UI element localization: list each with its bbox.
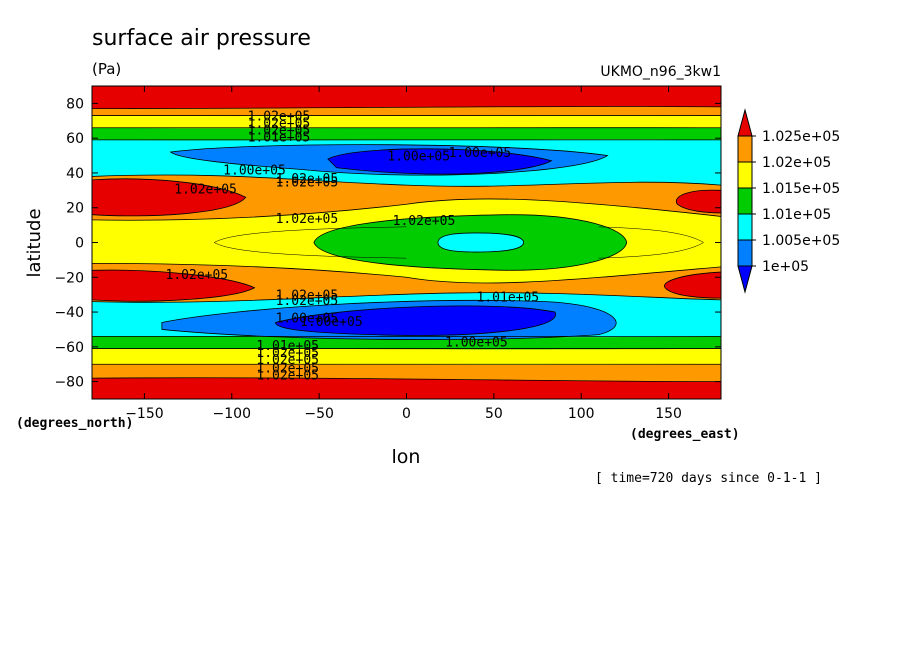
x-tick-label: −150 bbox=[125, 406, 163, 422]
contour-label: 1.02e+05 bbox=[256, 346, 319, 361]
y-tick-label: 60 bbox=[66, 131, 84, 147]
colorbar-label: 1.02e+05 bbox=[762, 155, 831, 171]
x-tick-label: 50 bbox=[485, 406, 503, 422]
x-tick-label: 0 bbox=[402, 406, 411, 422]
colorbar-segment bbox=[737, 161, 753, 189]
contour-line bbox=[598, 242, 704, 259]
contour-line bbox=[313, 214, 628, 271]
contour-label: 1.02e+05 bbox=[276, 294, 339, 309]
contour-label: 1.02e+05 bbox=[248, 117, 311, 132]
colorbar-label: 1e+05 bbox=[762, 259, 809, 275]
band-equatorial-cyan bbox=[437, 232, 524, 253]
band-south-high bbox=[92, 377, 721, 399]
colorbar-segment bbox=[737, 135, 753, 163]
y-tick-label: 80 bbox=[66, 96, 84, 112]
band-high-northeast bbox=[676, 190, 721, 213]
contour-line bbox=[92, 377, 721, 383]
band-north-high bbox=[92, 86, 721, 109]
contour-line bbox=[92, 292, 721, 303]
contour-label: 1.00e+05 bbox=[276, 311, 339, 326]
band-north-yellow bbox=[92, 115, 721, 129]
contour-label: 1.00e+05 bbox=[445, 336, 508, 351]
x-units-label: (degrees_east) bbox=[630, 427, 740, 442]
band-south-yellow bbox=[92, 348, 721, 365]
contour-label: 1.02e+05 bbox=[248, 123, 311, 138]
contour-line bbox=[92, 105, 721, 110]
plot-area bbox=[92, 86, 721, 399]
y-tick-label: 40 bbox=[66, 166, 84, 182]
band-north-low bbox=[327, 148, 552, 175]
contour-label: 1.02e+05 bbox=[174, 183, 237, 198]
contour-line bbox=[664, 271, 721, 299]
contour-label: 1.02e+05 bbox=[276, 212, 339, 227]
band-high-northwest bbox=[92, 178, 246, 216]
colorbar-top-triangle bbox=[737, 108, 753, 137]
contour-label: 1.01e+05 bbox=[256, 339, 319, 354]
y-tick-label: −60 bbox=[54, 340, 84, 356]
colorbar-segment bbox=[737, 187, 753, 215]
contour-label: 1.01e+05 bbox=[248, 130, 311, 145]
contour-line bbox=[675, 189, 721, 214]
contour-label: 1.02e+05 bbox=[276, 176, 339, 191]
contour-label: 1.00e+05 bbox=[300, 315, 363, 330]
contour-line bbox=[92, 198, 721, 221]
contour-line bbox=[214, 242, 407, 259]
colorbar: 1.025e+05 1.02e+05 1.015e+05 1.01e+05 1.005e… bbox=[737, 108, 840, 294]
contour-line bbox=[275, 305, 556, 336]
chart-title: surface air pressure bbox=[92, 26, 311, 51]
contour-label: 1.02e+05 bbox=[256, 369, 319, 384]
y-tick-label: 20 bbox=[66, 201, 84, 217]
contour-line bbox=[92, 114, 721, 117]
y-units-label: (degrees_north) bbox=[16, 416, 133, 431]
contour-label: 1.00e+05 bbox=[387, 150, 450, 165]
contour-label: 1.02e+05 bbox=[256, 362, 319, 377]
contour-label: 1.00e+05 bbox=[449, 146, 512, 161]
dataset-label: UKMO_n96_3kw1 bbox=[600, 64, 721, 80]
colorbar-label: 1.01e+05 bbox=[762, 207, 831, 223]
contour-line bbox=[214, 226, 407, 243]
contour-line bbox=[92, 139, 721, 141]
contour-line bbox=[92, 269, 256, 302]
band-south-green bbox=[92, 336, 721, 350]
colorbar-segment bbox=[737, 213, 753, 241]
chart-subtitle: (Pa) bbox=[92, 60, 121, 78]
y-tick-label: −80 bbox=[54, 375, 84, 391]
contour-line bbox=[598, 226, 704, 243]
colorbar-label: 1.025e+05 bbox=[762, 129, 840, 145]
colorbar-label: 1.015e+05 bbox=[762, 181, 840, 197]
contour-label: 1.02e+05 bbox=[166, 268, 229, 283]
colorbar-bottom-triangle bbox=[737, 265, 753, 294]
x-tick-label: −50 bbox=[304, 406, 334, 422]
contour-label: 1.02e+05 bbox=[393, 214, 456, 229]
contour-label: 1.02e+05 bbox=[248, 110, 311, 125]
x-tick-label: −100 bbox=[213, 406, 251, 422]
contour-line bbox=[169, 144, 609, 176]
y-tick-label: −20 bbox=[54, 270, 84, 286]
x-tick-label: 150 bbox=[655, 406, 682, 422]
y-tick-label: 0 bbox=[75, 236, 84, 252]
contour-label: 1.02e+05 bbox=[256, 353, 319, 368]
contour-line bbox=[437, 232, 524, 253]
band-high-southeast bbox=[664, 272, 721, 299]
contour-label: 1.01e+05 bbox=[477, 290, 540, 305]
contour-line bbox=[92, 178, 247, 217]
y-axis-label: latitude bbox=[24, 208, 45, 277]
contour-line bbox=[161, 299, 617, 340]
x-tick-label: 100 bbox=[568, 406, 595, 422]
x-axis-label: lon bbox=[392, 446, 421, 468]
contour-line bbox=[92, 262, 721, 284]
colorbar-segment bbox=[737, 239, 753, 267]
colorbar-label: 1.005e+05 bbox=[762, 233, 840, 249]
contour-label: 1.02e+05 bbox=[276, 289, 339, 304]
contour-label: 1.02e+05 bbox=[276, 172, 339, 187]
contour-label: 1.00e+05 bbox=[223, 163, 286, 178]
contour-line bbox=[92, 126, 721, 129]
band-north-green bbox=[92, 127, 721, 141]
contour-line bbox=[327, 148, 553, 175]
y-tick-label: −40 bbox=[54, 305, 84, 321]
band-south-low bbox=[275, 305, 556, 336]
contour-line bbox=[92, 174, 721, 187]
footnote: [ time=720 days since 0-1-1 ] bbox=[595, 471, 822, 486]
